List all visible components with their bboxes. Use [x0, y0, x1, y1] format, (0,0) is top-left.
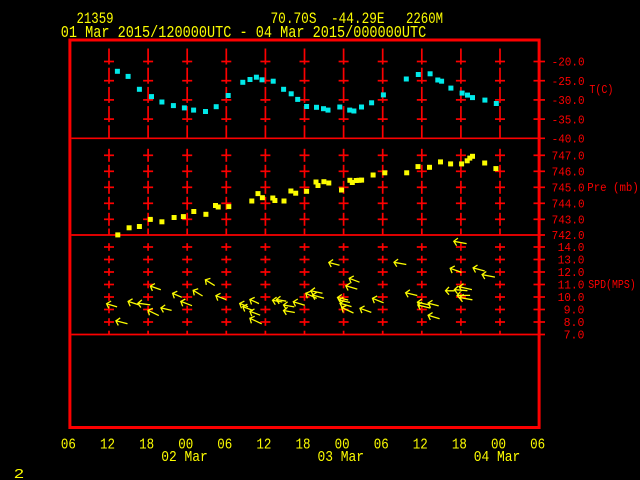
- svg-text:744.0: 744.0: [552, 199, 585, 212]
- svg-text:06: 06: [530, 437, 545, 454]
- svg-text:7.0: 7.0: [564, 330, 585, 343]
- svg-text:-30.0: -30.0: [552, 96, 585, 109]
- svg-text:T(C): T(C): [589, 85, 613, 98]
- svg-text:21359: 21359: [77, 11, 114, 29]
- svg-text:746.0: 746.0: [552, 167, 585, 180]
- svg-text:03 Mar: 03 Mar: [318, 449, 365, 466]
- svg-text:18: 18: [139, 437, 154, 454]
- svg-text:18: 18: [296, 437, 311, 454]
- svg-text:12.0: 12.0: [558, 268, 585, 281]
- svg-text:742.0: 742.0: [552, 231, 585, 244]
- svg-text:04 Mar: 04 Mar: [474, 449, 521, 466]
- svg-text:11.0: 11.0: [558, 280, 585, 293]
- svg-text:-40.0: -40.0: [552, 134, 585, 147]
- svg-text:-44.29E: -44.29E: [331, 11, 385, 29]
- svg-text:00: 00: [335, 437, 350, 454]
- svg-text:70.70S: 70.70S: [271, 11, 317, 29]
- svg-text:10.0: 10.0: [558, 293, 585, 306]
- svg-text:2: 2: [14, 467, 25, 480]
- svg-text:-25.0: -25.0: [552, 76, 585, 89]
- svg-text:Pre (mb): Pre (mb): [587, 182, 639, 195]
- svg-text:-35.0: -35.0: [552, 115, 585, 128]
- svg-text:12: 12: [100, 437, 115, 454]
- svg-text:2260M: 2260M: [406, 11, 443, 29]
- svg-text:00: 00: [178, 437, 193, 454]
- svg-text:8.0: 8.0: [564, 318, 585, 331]
- svg-text:06: 06: [217, 437, 232, 454]
- svg-text:9.0: 9.0: [564, 305, 585, 318]
- svg-text:12: 12: [413, 437, 428, 454]
- svg-text:02 Mar: 02 Mar: [161, 449, 208, 466]
- svg-text:06: 06: [374, 437, 389, 454]
- svg-text:-20.0: -20.0: [552, 57, 585, 70]
- svg-text:01 Mar 2015/120000UTC - 04 Mar: 01 Mar 2015/120000UTC - 04 Mar 2015/0000…: [61, 23, 427, 43]
- svg-text:747.0: 747.0: [552, 151, 585, 164]
- svg-text:743.0: 743.0: [552, 215, 585, 228]
- svg-text:13.0: 13.0: [558, 255, 585, 268]
- svg-text:00: 00: [491, 437, 506, 454]
- svg-text:745.0: 745.0: [552, 183, 585, 196]
- svg-text:18: 18: [452, 437, 467, 454]
- svg-text:SPD(MPS): SPD(MPS): [588, 280, 636, 293]
- svg-text:12: 12: [256, 437, 271, 454]
- svg-text:14.0: 14.0: [558, 243, 585, 256]
- svg-text:06: 06: [61, 437, 76, 454]
